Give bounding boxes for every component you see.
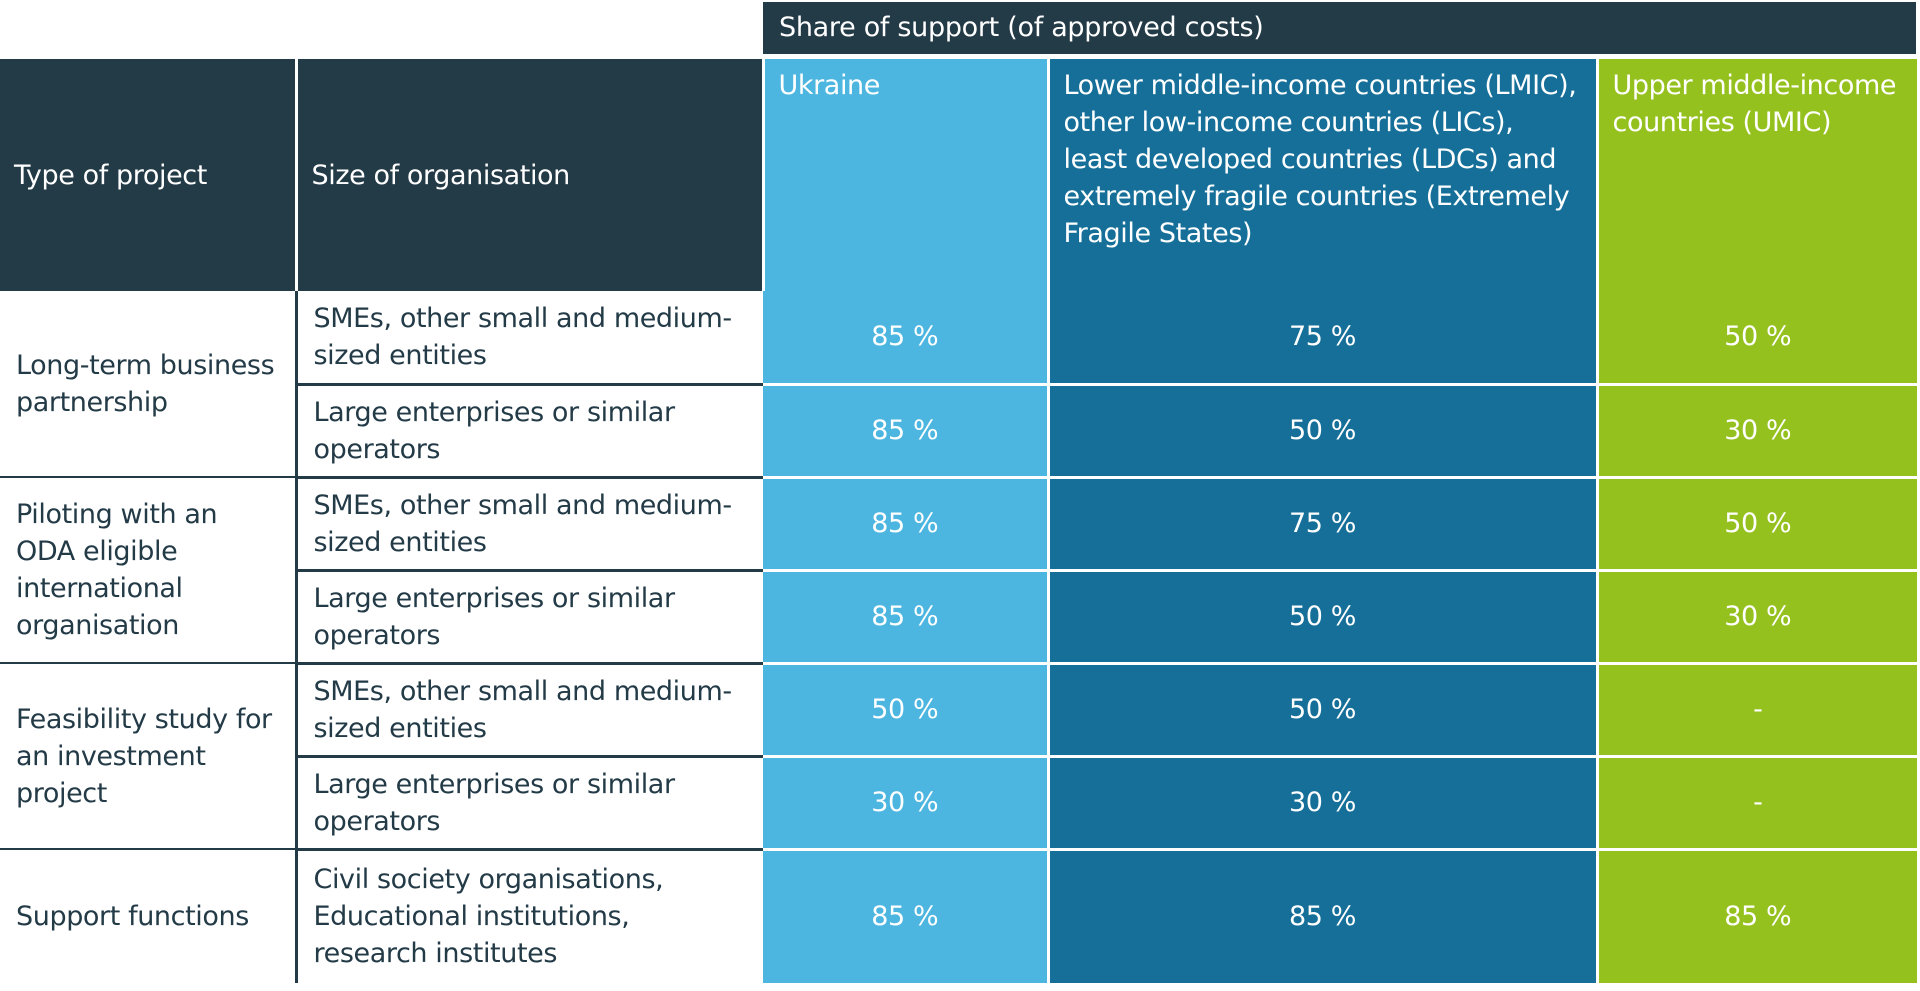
lmic-share-cell: 50 % (1048, 384, 1599, 479)
umic-share-cell: - (1597, 756, 1917, 851)
organisation-size-cell: Large enterprises or similar operators (296, 756, 763, 851)
ukraine-share-cell: 50 % (763, 663, 1050, 758)
ukraine-share-cell: 85 % (763, 477, 1050, 572)
ukraine-share-cell: 85 % (763, 291, 1050, 386)
ukraine-share-cell: 85 % (763, 849, 1050, 983)
table-row: Long-term business partnership SMEs, othe… (0, 291, 1917, 478)
table-row: Large enterprises or similar operators 85… (0, 570, 1917, 665)
umic-share-cell: 50 % (1597, 477, 1917, 572)
organisation-size-cell: SMEs, other small and medium-sized entit… (296, 663, 763, 758)
table-row: Feasibility study for an investment proj… (0, 663, 1917, 850)
umic-share-cell: 30 % (1597, 384, 1917, 479)
column-header-size: Size of organisation (296, 59, 765, 291)
lmic-share-cell: 75 % (1048, 477, 1599, 572)
project-type-cell: Feasibility study for an investment proj… (0, 663, 298, 850)
column-header-umic: Upper middle-income countries (UMIC) (1597, 59, 1917, 291)
lmic-share-cell: 30 % (1048, 756, 1599, 851)
umic-share-cell: 85 % (1597, 849, 1917, 983)
organisation-size-cell: Large enterprises or similar operators (296, 384, 763, 479)
column-header-lmic: Lower middle-income countries (LMIC), ot… (1048, 59, 1599, 291)
umic-share-cell: - (1597, 663, 1917, 758)
project-type-cell: Long-term business partnership (0, 291, 298, 478)
organisation-size-cell: SMEs, other small and medium-sized entit… (296, 477, 763, 572)
lmic-share-cell: 50 % (1048, 663, 1599, 758)
umic-share-cell: 50 % (1597, 291, 1917, 386)
column-header-type: Type of project (0, 59, 298, 291)
header-row: Type of project Size of organisation Ukr… (0, 59, 1917, 291)
table-row: Piloting with an ODA eligible internatio… (0, 477, 1917, 664)
organisation-size-cell: SMEs, other small and medium-sized entit… (296, 291, 763, 386)
organisation-size-cell: Civil society organisations, Educational… (313, 864, 664, 970)
project-type-cell: Piloting with an ODA eligible internatio… (0, 477, 298, 664)
table-row: Large enterprises or similar operators 85… (0, 384, 1917, 479)
support-share-table: Type of project Size of organisation Ukr… (0, 59, 1917, 983)
lmic-share-cell: 50 % (1048, 570, 1599, 665)
table-row: Large enterprises or similar operators 30… (0, 756, 1917, 851)
organisation-size-cell: Large enterprises or similar operators (296, 570, 763, 665)
table-row: Support functions Civil society organisat… (0, 849, 1917, 983)
lmic-share-cell: 85 % (1048, 849, 1599, 983)
ukraine-share-cell: 85 % (763, 384, 1050, 479)
lmic-share-cell: 75 % (1048, 291, 1599, 386)
project-type-cell: Support functions (0, 849, 298, 983)
ukraine-share-cell: 30 % (763, 756, 1050, 851)
ukraine-share-cell: 85 % (763, 570, 1050, 665)
column-header-ukraine: Ukraine (763, 59, 1050, 291)
share-of-support-header: Share of support (of approved costs) (763, 2, 1916, 54)
umic-share-cell: 30 % (1597, 570, 1917, 665)
